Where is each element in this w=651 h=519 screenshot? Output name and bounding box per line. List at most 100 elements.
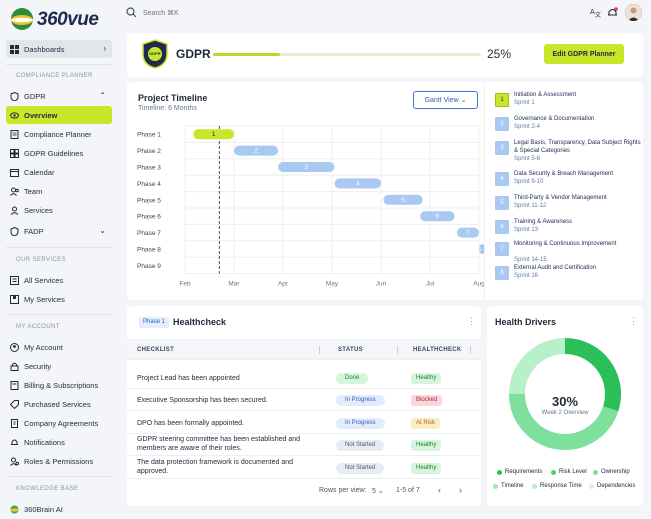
table-row[interactable]: The data protection framework is documen… bbox=[127, 457, 481, 479]
sidebar-item-roles[interactable]: Roles & Permissions bbox=[6, 452, 112, 470]
grid-icon bbox=[10, 44, 19, 54]
gantt-bar-phase-4[interactable] bbox=[334, 178, 381, 189]
sprint-number-badge: 3 bbox=[495, 141, 509, 155]
legend-dot bbox=[497, 469, 502, 475]
checklist-item: Project Lead has been appointed bbox=[137, 375, 240, 382]
gantt-bar-label: 6 bbox=[436, 213, 440, 220]
sidebar-item-dashboards[interactable]: Dashboards › bbox=[6, 40, 112, 58]
column-divider bbox=[470, 346, 471, 354]
notification-bell-icon[interactable] bbox=[606, 6, 618, 18]
table-row[interactable]: Executive Sponsorship has been secured. I… bbox=[127, 389, 481, 411]
legend-item[interactable]: Requirements bbox=[497, 469, 542, 475]
sprint-item[interactable]: 6 Training & Awareness Sprint 13 bbox=[495, 218, 645, 240]
kebab-menu-icon[interactable]: ⋮ bbox=[467, 316, 476, 326]
donut-segment[interactable] bbox=[509, 393, 619, 450]
sprint-item[interactable]: 2 Governance & Documentation Sprint 2-4 bbox=[495, 115, 645, 137]
sidebar-item-purchased-services[interactable]: Purchased Services bbox=[6, 395, 112, 413]
gantt-view-dropdown[interactable]: Gantt View ⌄ bbox=[413, 91, 478, 109]
sprint-item[interactable]: 5 Third-Party & Vendor Management Sprint 1… bbox=[495, 194, 645, 216]
sprint-item[interactable]: 1 Initiation & Assessment Sprint 1 bbox=[495, 91, 645, 113]
sidebar-item-calendar[interactable]: Calendar bbox=[6, 163, 112, 181]
sprint-range: Sprint 2-4 bbox=[514, 124, 541, 130]
sprint-name: External Audit and Certification bbox=[514, 265, 597, 271]
sprint-item[interactable]: 3 Legal Basis, Transparency, Data Subject… bbox=[495, 139, 645, 162]
table-row[interactable]: Project Lead has been appointed Done Healt… bbox=[127, 367, 481, 389]
sidebar-item-security[interactable]: Security bbox=[6, 357, 112, 375]
gdpr-badge-text: GDPR bbox=[149, 51, 161, 56]
legend-item[interactable]: Dependencies bbox=[589, 483, 635, 489]
sidebar-item-label: FADP bbox=[24, 226, 44, 236]
status-badge: Done bbox=[336, 373, 369, 384]
donut-segment[interactable] bbox=[509, 338, 566, 395]
gantt-month-label: Apr bbox=[278, 281, 289, 288]
sidebar-item-my-services[interactable]: My Services bbox=[6, 290, 112, 308]
column-divider bbox=[397, 346, 398, 354]
sidebar-item-label: My Account bbox=[24, 342, 63, 352]
legend-item[interactable]: Risk Level bbox=[551, 469, 587, 475]
gantt-bar-phase-6[interactable] bbox=[420, 211, 455, 222]
health-drivers-card: Health Drivers ⋮ 30% Week 2 Overview Req… bbox=[487, 306, 643, 506]
sidebar-item-label: Billing & Subscriptions bbox=[24, 380, 99, 390]
legend-item[interactable]: Response Time bbox=[532, 483, 582, 489]
sidebar-item-compliance-planner[interactable]: Compliance Planner bbox=[6, 125, 112, 143]
sidebar-item-overview[interactable]: Overview bbox=[6, 106, 112, 124]
sidebar-item-my-account[interactable]: My Account bbox=[6, 338, 112, 356]
gantt-phase-label: Phase 7 bbox=[137, 230, 161, 237]
rows-per-view-select[interactable]: 5 ⌄ bbox=[372, 488, 384, 495]
users-gear-icon bbox=[10, 457, 19, 466]
sidebar-item-billing[interactable]: Billing & Subscriptions bbox=[6, 376, 112, 394]
search-icon[interactable] bbox=[126, 7, 137, 18]
sprint-item[interactable]: 7 Monitoring & Continuous Improvement Spri… bbox=[495, 240, 645, 263]
gantt-phase-label: Phase 9 bbox=[137, 263, 161, 270]
sprint-number-badge: 6 bbox=[495, 220, 509, 234]
column-header: STATUS bbox=[338, 347, 363, 353]
receipt-icon bbox=[10, 380, 19, 390]
gantt-bar-phase-2[interactable] bbox=[234, 145, 279, 156]
healthcheck-card: Phase 1 Healthcheck ⋮ CHECKLIST STATUS H… bbox=[127, 306, 481, 506]
table-row[interactable]: GDPR steering committee has been establi… bbox=[127, 434, 481, 456]
pagination-range: 1-5 of 7 bbox=[396, 487, 420, 494]
status-badge: In Progress bbox=[336, 395, 385, 406]
gantt-month-label: May bbox=[326, 281, 339, 288]
eye-icon bbox=[10, 111, 19, 120]
sidebar-item-fadp[interactable]: FADP ⌄ bbox=[6, 222, 112, 240]
gantt-bar-phase-5[interactable] bbox=[383, 194, 423, 205]
sprint-item[interactable]: 8 External Audit and Certification Sprint … bbox=[495, 264, 645, 286]
avatar[interactable] bbox=[625, 4, 642, 21]
gantt-month-label: Jun bbox=[376, 281, 387, 288]
table-row[interactable]: DPO has been formally appointed. In Progr… bbox=[127, 412, 481, 434]
edit-gdpr-planner-button[interactable]: Edit GDPR Planner bbox=[544, 44, 624, 64]
gantt-bar-phase-7[interactable] bbox=[456, 227, 479, 238]
gantt-bar-phase-3[interactable] bbox=[278, 162, 335, 172]
sprint-item[interactable]: 4 Data Security & Breach Management Sprint… bbox=[495, 170, 645, 192]
sprint-number-badge: 1 bbox=[495, 93, 509, 107]
sprint-range: Sprint 16 bbox=[514, 273, 539, 279]
prev-page-icon[interactable]: ‹ bbox=[438, 485, 441, 495]
sidebar-item-gdpr-guidelines[interactable]: GDPR Guidelines bbox=[6, 144, 112, 162]
legend-item[interactable]: Timeline bbox=[493, 483, 523, 489]
gantt-bar-phase-1[interactable] bbox=[193, 129, 234, 140]
sidebar-item-360brain[interactable]: 360Brain AI bbox=[6, 500, 112, 518]
shield-icon bbox=[10, 226, 19, 236]
search-input[interactable] bbox=[143, 6, 263, 20]
sidebar-item-gdpr[interactable]: GDPR ⌃ bbox=[6, 87, 112, 105]
kebab-menu-icon[interactable]: ⋮ bbox=[629, 316, 638, 326]
sidebar-item-services[interactable]: Services bbox=[6, 201, 112, 219]
sprint-number-badge: 4 bbox=[495, 172, 509, 186]
sidebar-item-company-agreements[interactable]: Company Agreements bbox=[6, 414, 112, 432]
sprint-number-badge: 2 bbox=[495, 117, 509, 131]
healthcheck-badge: Blocked bbox=[411, 395, 443, 406]
bookmark-icon bbox=[10, 294, 19, 304]
status-badge: Not Started bbox=[336, 440, 385, 451]
sidebar-item-all-services[interactable]: All Services bbox=[6, 271, 112, 289]
donut-segment[interactable] bbox=[564, 338, 621, 412]
legend-item[interactable]: Ownership bbox=[593, 469, 630, 475]
app-logo[interactable]: 360vue bbox=[10, 7, 110, 31]
phase-badge: Phase 1 bbox=[139, 317, 170, 328]
sidebar-item-notifications[interactable]: Notifications bbox=[6, 433, 112, 451]
health-drivers-title: Health Drivers bbox=[495, 317, 557, 327]
gantt-bar-phase-8[interactable] bbox=[479, 244, 484, 254]
sidebar-item-team[interactable]: Team bbox=[6, 182, 112, 200]
next-page-icon[interactable]: › bbox=[459, 485, 462, 495]
